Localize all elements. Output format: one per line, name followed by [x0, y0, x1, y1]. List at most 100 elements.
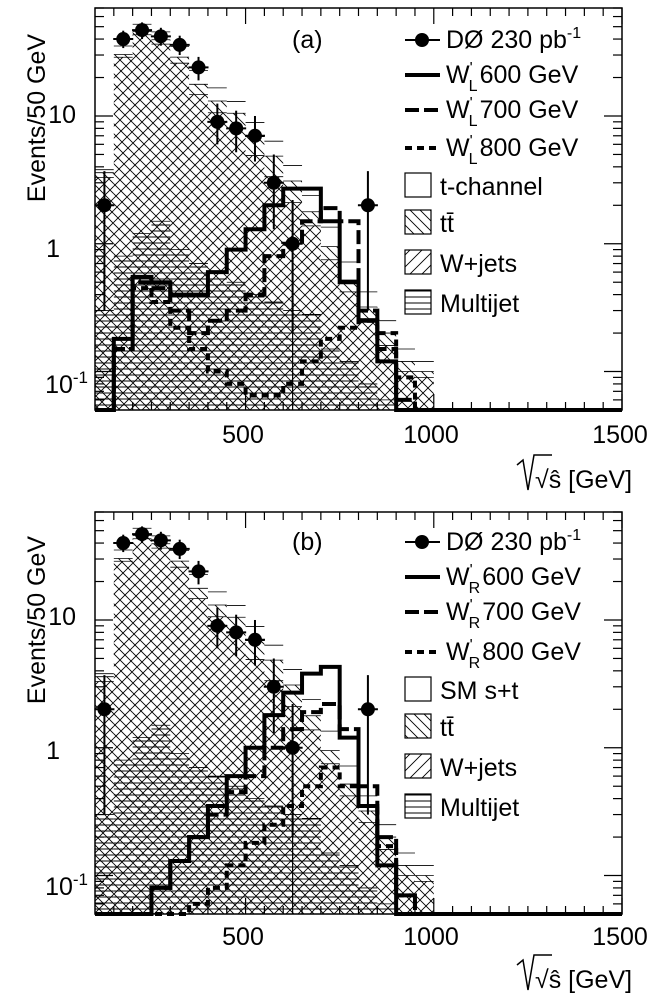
legend-entry-bkg-2: W+jets	[404, 249, 517, 278]
legend-swatch-forwardhatch-icon	[404, 249, 432, 275]
stack-bar	[377, 903, 397, 914]
legend-signal-main: W	[446, 638, 470, 666]
panel-a-y-tick-label: 10-1	[45, 368, 88, 399]
panel-a-y-tick-label: 1	[46, 235, 60, 263]
stack-bar	[207, 272, 227, 410]
panel-a-x-tick-label: 500	[222, 421, 264, 449]
legend-bkg-label: SM s+t	[440, 677, 519, 705]
legend-swatch-forwardhatch-icon	[404, 753, 432, 779]
stack-bar	[189, 767, 208, 914]
svg-text:W'L700 GeV: W' L700 GeV	[446, 95, 579, 130]
stack-bar	[245, 798, 265, 914]
stack-bar	[339, 865, 359, 914]
data-point	[169, 35, 190, 56]
data-point	[263, 658, 284, 734]
legend-entry-data: DØ 230 pb-1	[405, 25, 581, 54]
data-point	[132, 526, 153, 544]
legend-swatch-backhatch-icon	[404, 209, 432, 235]
stack-bar	[320, 853, 340, 914]
legend-bkg-label: Multijet	[440, 290, 519, 318]
legend-signal-sup: '	[470, 637, 473, 654]
panel-a-legend: DØ 230 pb-1 W' L600 GeV W' L700 GeV W' L800…	[404, 25, 581, 318]
panel-a-y-tick-label: 10	[48, 101, 76, 129]
legend-signal-sup: '	[470, 95, 473, 112]
legend-signal-main: W	[446, 134, 470, 162]
data-point	[132, 22, 153, 40]
panel-a-label: (a)	[292, 26, 323, 54]
panel-b-x-ticks	[113, 512, 623, 914]
panel-b-x-tick-label: 1500	[592, 923, 648, 951]
panel-a-x-ticks	[113, 8, 623, 410]
svg-text:DØ 230 pb-1: DØ 230 pb-1	[446, 25, 581, 54]
panel-a-y-axis-title: Events/50 GeV	[23, 34, 51, 202]
panel-b-y-tick-labels: 10-1 1 10	[45, 603, 88, 901]
data-point	[357, 171, 378, 311]
panel-b-legend: DØ 230 pb-1 W' R600 GeV W' R700 GeV W' R800…	[404, 527, 581, 822]
legend-signal-main: W	[446, 598, 470, 626]
stack-bar	[151, 725, 171, 914]
svg-text:W'L600 GeV: W' L600 GeV	[446, 60, 579, 95]
legend-signal-sup: '	[470, 60, 473, 77]
legend-entry-bkg-2: W+jets	[404, 753, 517, 782]
stack-bar	[113, 760, 133, 914]
legend-entry-signal-700: W' L700 GeV	[405, 95, 579, 130]
legend-signal-text: 700 GeV	[480, 96, 579, 124]
stack-bar	[339, 361, 359, 410]
panel-b-x-tick-labels: 500 1000 1500	[222, 923, 648, 951]
legend-swatch-open-icon	[404, 676, 432, 702]
legend-signal-sup: '	[470, 597, 473, 614]
stack-bar	[132, 233, 152, 410]
stack-bar	[132, 737, 152, 914]
data-point	[207, 607, 228, 649]
legend-signal-sub: L	[469, 113, 478, 130]
data-point	[169, 539, 190, 560]
legend-signal-sub: R	[469, 655, 481, 672]
data-point	[282, 200, 303, 334]
panel-a-x-tick-label: 1500	[592, 421, 648, 449]
panel-a-y-tick-labels: 10-1 1 10	[45, 101, 88, 399]
stack-bar	[189, 263, 208, 410]
data-point	[150, 27, 171, 46]
legend-swatch-open-icon	[404, 172, 432, 198]
legend-swatch-backhatch-icon	[404, 713, 432, 739]
legend-entry-bkg-0: SM s+t	[404, 676, 519, 705]
legend-signal-sub: R	[469, 615, 481, 632]
legend-data-marker-icon	[415, 535, 429, 549]
legend-bkg-label: tt̄	[440, 714, 454, 742]
svg-text:DØ 230 pb-1: DØ 230 pb-1	[446, 527, 581, 556]
legend-entry-signal-800: W' L800 GeV	[405, 133, 579, 168]
panel-a-sqrt-sign-icon	[516, 454, 552, 491]
panel-b: Events/50 GeV √ŝ [GeV] (b) 500 1000 1500…	[23, 511, 648, 994]
panel-b-x-tick-label: 500	[222, 923, 264, 951]
svg-text:W'R600 GeV: W' R600 GeV	[446, 562, 581, 597]
legend-signal-text: 600 GeV	[482, 563, 581, 591]
legend-bkg-label: tt̄	[440, 210, 454, 238]
panel-a-y-ticks	[95, 7, 622, 411]
stack-bar	[414, 377, 434, 410]
legend-entry-bkg-1: tt̄	[404, 209, 454, 238]
legend-entry-bkg-1: tt̄	[404, 713, 454, 742]
legend-signal-sub: L	[469, 78, 478, 95]
stack-bar	[95, 310, 114, 410]
stack-bar	[320, 349, 340, 410]
signal-line	[95, 186, 622, 412]
stack-bar	[95, 814, 114, 914]
data-point	[226, 614, 247, 657]
stack-bar	[151, 221, 171, 410]
legend-data-sup: -1	[567, 25, 581, 42]
svg-text:W'L800 GeV: W' L800 GeV	[446, 133, 579, 168]
legend-signal-text: 600 GeV	[480, 61, 579, 89]
panel-b-y-tick-label: 10	[48, 603, 76, 631]
svg-text:W'R700 GeV: W' R700 GeV	[446, 597, 581, 632]
legend-entry-bkg-0: t-channel	[404, 172, 543, 201]
legend-signal-sup: '	[470, 562, 473, 579]
data-point	[357, 675, 378, 815]
signal-line	[95, 206, 622, 412]
svg-text:W'R800 GeV: W' R800 GeV	[446, 637, 581, 672]
panel-b-plot-area	[94, 511, 623, 916]
panel-b-x-axis-title-text: √ŝ [GeV]	[535, 966, 632, 994]
legend-bkg-label: t-channel	[440, 173, 543, 201]
data-point	[226, 110, 247, 153]
